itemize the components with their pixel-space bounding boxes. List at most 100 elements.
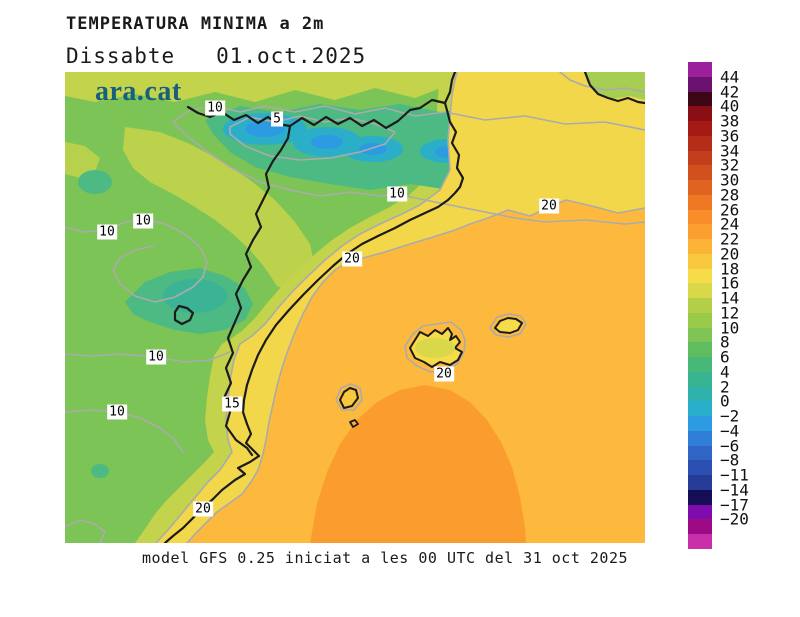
colorbar-cell: [688, 268, 712, 284]
ara-cat-logo: ara.cat: [95, 76, 182, 107]
colorbar-cell: [688, 224, 712, 240]
contour-value-label: 10: [107, 404, 127, 420]
colorbar-cell: [688, 386, 712, 402]
colorbar-tick-label: 20: [720, 244, 740, 264]
colorbar-tick-label: 34: [720, 141, 740, 161]
colorbar-tick-label: 38: [720, 111, 740, 131]
contour-value-label: 10: [146, 349, 166, 365]
colorbar-cell: [688, 445, 712, 461]
colorbar-cell: [688, 489, 712, 506]
contour-lines-gray: [64, 71, 646, 544]
colorbar-tick-label: −14: [720, 480, 749, 500]
colorbar-cell: [688, 283, 712, 299]
colorbar-cell: [688, 430, 712, 447]
warm-band-west: [123, 127, 315, 294]
colorbar-cell: [688, 135, 712, 152]
colorbar-tick-label: 42: [720, 82, 740, 101]
formentera-island: [349, 419, 359, 428]
contour-value-label: 20: [539, 198, 559, 214]
colorbar-tick-label: 10: [720, 318, 740, 338]
colorbar-cell: [688, 312, 712, 329]
contour-value-label: 15: [222, 396, 242, 412]
colorbar-tick-label: 4: [720, 362, 730, 382]
colorbar-cell: [688, 194, 712, 211]
date-subtitle: Dissabte 01.oct.2025: [66, 44, 367, 68]
colorbar-cell: [688, 371, 712, 388]
contour-value-label: 20: [193, 501, 213, 517]
temperature-colorbar: 44 42 40 38 36 34 32 30 28 26 24 22 20 18 16 14 12 10 8 6 4 2…: [688, 62, 749, 550]
temperature-map: ara.cat 10 5 10 20 10 10 20 10 20 15 10 20: [64, 70, 647, 545]
colorbar-tick-label: 30: [720, 170, 740, 190]
cold-core-blue-2: [311, 135, 343, 149]
cold-zone-west-core: [163, 279, 227, 313]
colorbar-cell: [688, 327, 712, 343]
colorbar-cell: [688, 342, 712, 358]
colorbar-cell: [688, 416, 712, 432]
colorbar-tick-label: −2: [720, 406, 740, 426]
contour-value-label: 10: [133, 213, 153, 229]
france-coast-land: [585, 72, 645, 100]
colorbar-cell: [688, 357, 712, 373]
colorbar-tick-label: 40: [720, 96, 740, 116]
contour-value-label: 10: [205, 100, 225, 116]
colorbar-tick-label: 0: [720, 391, 730, 411]
colorbar-cell: [688, 239, 712, 255]
colorbar-tick-label: 14: [720, 288, 740, 308]
colorbar-tick-label: 6: [720, 347, 730, 367]
colorbar-tick-label: −20: [720, 509, 749, 529]
page-title: TEMPERATURA MINIMA a 2m: [66, 14, 325, 34]
map-canvas: [64, 70, 647, 545]
menorca-island: [494, 317, 523, 334]
sea-deep-orange-zone: [310, 385, 526, 543]
colorbar-cell: [688, 401, 712, 417]
colorbar-tick-label: 32: [720, 155, 740, 175]
colorbar-cell: [688, 253, 712, 270]
colorbar-tick-label: 22: [720, 229, 740, 249]
colorbar-tick-label: 2: [720, 377, 730, 397]
mallorca-interior: [415, 338, 455, 358]
balearic-islands: [339, 317, 523, 428]
colorbar-tick-label: −8: [720, 450, 740, 470]
colorbar-tick-label: 28: [720, 185, 740, 205]
sea-orange-zone: [187, 200, 645, 543]
model-caption: model GFS 0.25 iniciat a les 00 UTC del …: [141, 549, 629, 567]
contour-value-label: 10: [387, 186, 407, 202]
colorbar-tick-label: 44: [720, 67, 740, 87]
warm-patch-left-edge: [65, 142, 100, 178]
colorbar-cell: [688, 106, 712, 122]
colorbar-cell: [688, 460, 712, 476]
colorbar-cell: [688, 91, 712, 107]
colorbar-tick-label: 36: [720, 126, 740, 146]
contour-value-label: 20: [342, 251, 362, 267]
colorbar-cell: [688, 209, 712, 225]
colorbar-tick-label: −11: [720, 465, 749, 485]
colorbar-cell: [688, 534, 712, 550]
colorbar-tick-label: 26: [720, 200, 740, 220]
colorbar-cell: [688, 121, 712, 137]
colorbar-cell: [688, 76, 712, 92]
colorbar-cell: [688, 150, 712, 166]
colorbar-tick-label: 8: [720, 332, 730, 352]
contour-value-label: 20: [434, 366, 454, 382]
colorbar-tick-label: −4: [720, 421, 740, 441]
contour-value-label: 10: [97, 224, 117, 240]
colorbar-tick-label: −6: [720, 436, 740, 456]
colorbar-tick-label: 16: [720, 273, 740, 293]
cold-spot-sw: [91, 464, 109, 478]
colorbar-cell: [688, 62, 712, 78]
colorbar-tick-label: 12: [720, 303, 740, 323]
colorbar-tick-label: −17: [720, 495, 749, 515]
colorbar-cell: [688, 165, 712, 181]
colorbar-cell: [688, 519, 712, 535]
contour-value-label: 5: [271, 111, 283, 127]
ibiza-island: [339, 387, 359, 409]
colorbar-tick-label: 24: [720, 214, 740, 234]
colorbar-cell: [688, 475, 712, 491]
cold-spot-nw: [78, 170, 112, 194]
colorbar-cell: [688, 298, 712, 314]
warm-band-north: [65, 72, 455, 102]
colorbar-cell: [688, 180, 712, 196]
colorbar-cell: [688, 504, 712, 520]
colorbar-tick-label: 18: [720, 259, 740, 279]
